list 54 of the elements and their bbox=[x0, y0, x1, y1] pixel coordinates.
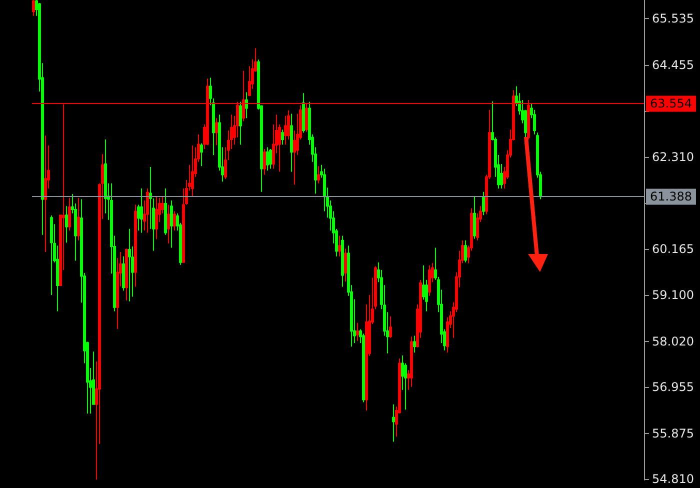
candlestick bbox=[140, 188, 143, 234]
candlestick bbox=[410, 336, 413, 388]
candlestick bbox=[146, 188, 149, 234]
candlestick bbox=[389, 316, 392, 338]
candlestick bbox=[263, 148, 266, 176]
candlestick bbox=[302, 92, 305, 134]
y-tick-label: 64.455 bbox=[652, 58, 694, 72]
candlestick bbox=[266, 146, 269, 171]
candlestick bbox=[356, 322, 359, 342]
candlestick bbox=[473, 196, 476, 240]
candlestick bbox=[269, 148, 272, 170]
candlestick bbox=[338, 235, 341, 257]
candlestick bbox=[464, 240, 467, 263]
candlestick bbox=[128, 228, 131, 302]
y-tick-label: 62.310 bbox=[652, 150, 694, 164]
candlestick bbox=[32, 0, 35, 16]
candlestick bbox=[134, 204, 137, 288]
candlestick bbox=[344, 248, 347, 282]
y-tick-label: 59.100 bbox=[652, 288, 694, 302]
y-tick-label: 56.955 bbox=[652, 380, 694, 394]
candlestick bbox=[482, 191, 485, 216]
candlestick bbox=[68, 197, 71, 232]
candlestick bbox=[122, 256, 125, 292]
candlestick bbox=[200, 142, 203, 167]
y-tick-label: 60.165 bbox=[652, 242, 694, 256]
candlestick bbox=[50, 215, 53, 296]
candlestick bbox=[164, 188, 167, 236]
y-tick-label: 54.810 bbox=[652, 472, 694, 486]
candlestick bbox=[65, 206, 68, 244]
candlestick bbox=[317, 166, 320, 184]
candlestick bbox=[44, 135, 47, 253]
candlestick bbox=[77, 197, 80, 241]
candlestick bbox=[239, 101, 242, 146]
candlestick bbox=[413, 335, 416, 353]
candlestick bbox=[290, 113, 293, 172]
candlestick bbox=[167, 204, 170, 244]
ref-line-label: 63.554 bbox=[650, 96, 692, 111]
candlestick bbox=[392, 404, 395, 442]
ref-line-label: 61.388 bbox=[650, 190, 692, 204]
candlestick bbox=[245, 92, 248, 119]
y-tick-label: 58.020 bbox=[652, 334, 694, 348]
candlestick bbox=[287, 110, 290, 140]
candlestick bbox=[215, 118, 218, 146]
candlestick bbox=[281, 129, 284, 146]
candlestick bbox=[191, 145, 194, 197]
y-tick-label: 65.535 bbox=[652, 12, 694, 26]
candlestick bbox=[155, 196, 158, 240]
candlestick bbox=[125, 248, 128, 302]
candlestick bbox=[173, 210, 176, 232]
candlestick bbox=[170, 200, 173, 248]
y-tick-label: 55.875 bbox=[652, 426, 694, 440]
candlestick bbox=[428, 264, 431, 296]
candlestick bbox=[341, 235, 344, 288]
candlestick bbox=[362, 333, 365, 403]
